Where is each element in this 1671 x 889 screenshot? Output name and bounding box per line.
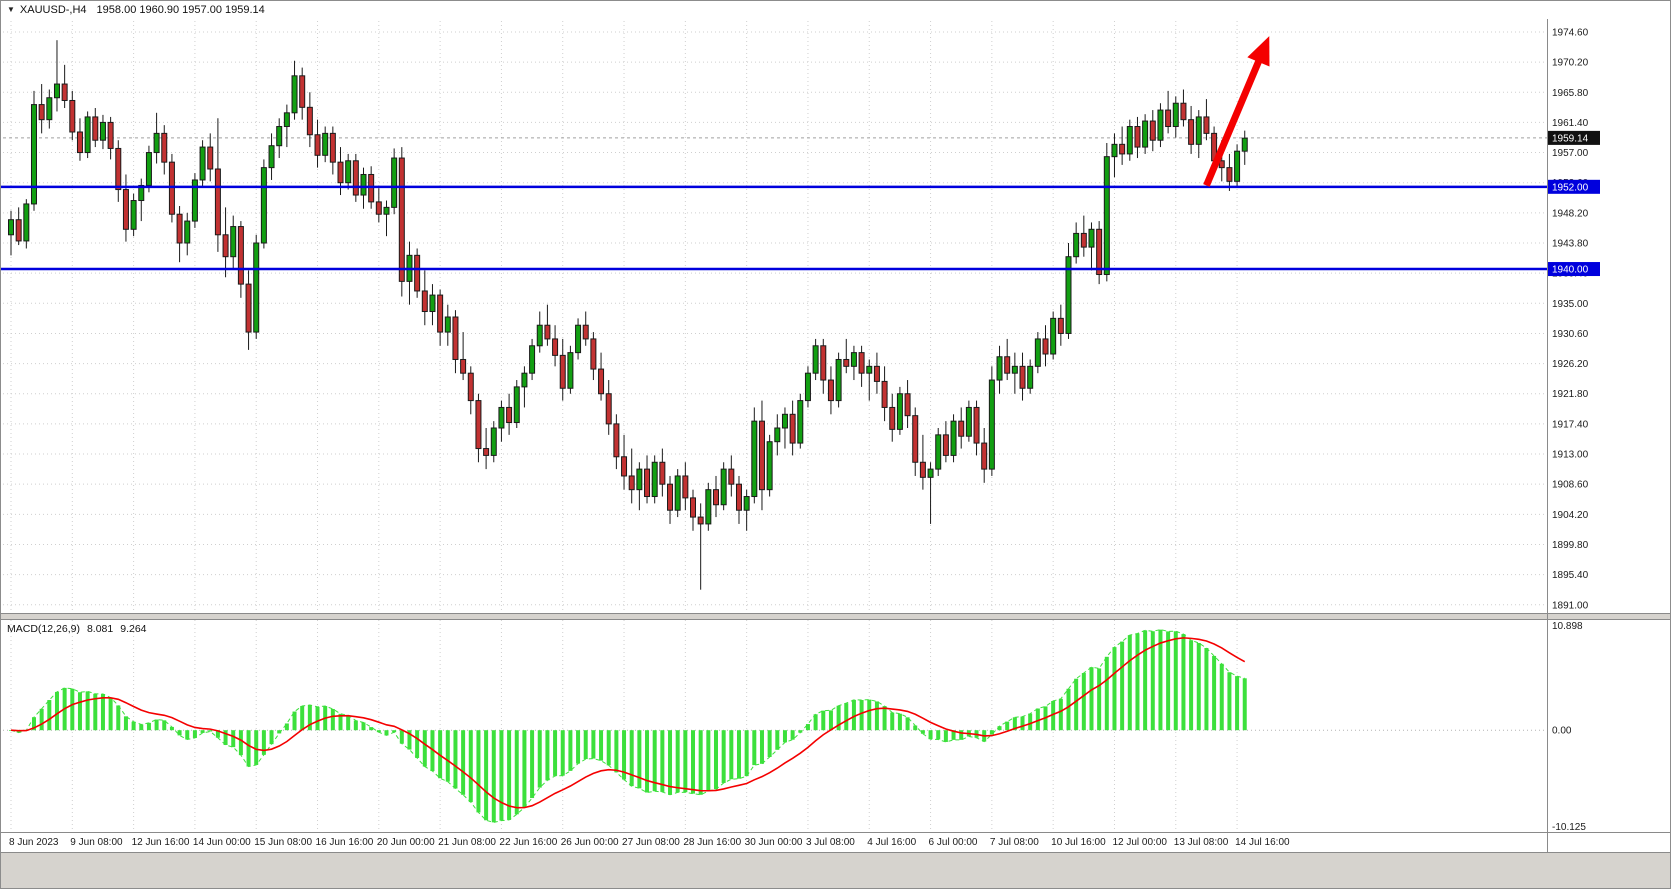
time-tick-label: 14 Jul 16:00 xyxy=(1235,837,1290,848)
time-tick-label: 10 Jul 16:00 xyxy=(1051,837,1106,848)
indicator-label: MACD(12,26,9) 8.081 9.264 xyxy=(7,623,154,635)
ohlc-readout: 1958.00 1960.90 1957.00 1959.14 xyxy=(96,4,265,16)
price-tick-label: 1913.00 xyxy=(1552,450,1589,461)
time-tick-label: 21 Jun 08:00 xyxy=(438,837,496,848)
grid-layer xyxy=(3,21,1547,832)
macd-axis: 10.898 0.00 -10.125 xyxy=(1552,621,1586,833)
time-tick-label: 13 Jul 08:00 xyxy=(1174,837,1229,848)
caption-marker-icon: ▼ xyxy=(7,5,15,14)
symbol-timeframe: XAUUSD-,H4 xyxy=(19,4,87,16)
price-tick-label: 1917.40 xyxy=(1552,419,1589,430)
price-tick-label: 1904.20 xyxy=(1552,510,1589,521)
svg-text:0.00: 0.00 xyxy=(1552,726,1572,737)
price-badge-1940.00 xyxy=(1548,262,1600,277)
time-tick-label: 26 Jun 00:00 xyxy=(561,837,619,848)
price-tick-label: 1895.40 xyxy=(1552,570,1589,581)
indicator-value-main: 8.081 xyxy=(86,623,114,635)
svg-text:10.898: 10.898 xyxy=(1552,621,1583,632)
time-axis: 8 Jun 2023 9 Jun 08:00 12 Jun 16:00 14 Jun … xyxy=(9,837,1290,848)
time-tick-label: 30 Jun 00:00 xyxy=(745,837,803,848)
price-tick-label: 1974.60 xyxy=(1552,27,1589,38)
price-tick-label: 1970.20 xyxy=(1552,58,1589,69)
price-tick-label: 1943.80 xyxy=(1552,239,1589,250)
svg-text:1952.00: 1952.00 xyxy=(1552,182,1589,193)
price-tick-label: 1908.60 xyxy=(1552,480,1589,491)
time-tick-label: 28 Jun 16:00 xyxy=(683,837,741,848)
time-tick-label: 9 Jun 08:00 xyxy=(70,837,123,848)
time-tick-label: 12 Jul 00:00 xyxy=(1112,837,1167,848)
chart-caption: ▼ XAUUSD-,H4 1958.00 1960.90 1957.00 1959.… xyxy=(7,4,265,16)
time-tick-label: 22 Jun 16:00 xyxy=(499,837,557,848)
price-tick-label: 1965.80 xyxy=(1552,88,1589,99)
time-tick-label: 8 Jun 2023 xyxy=(9,837,59,848)
svg-text:-10.125: -10.125 xyxy=(1552,822,1586,833)
price-tick-label: 1957.00 xyxy=(1552,148,1589,159)
current-price-badge: 1959.14 xyxy=(1548,130,1600,145)
price-tick-label: 1899.80 xyxy=(1552,540,1589,551)
time-tick-label: 6 Jul 00:00 xyxy=(929,837,978,848)
svg-text:1959.14: 1959.14 xyxy=(1552,133,1589,144)
svg-text:1940.00: 1940.00 xyxy=(1552,265,1589,276)
price-badge-1952.00 xyxy=(1548,179,1600,194)
trend-arrow[interactable] xyxy=(1203,36,1270,187)
candles-layer xyxy=(8,40,1248,590)
time-tick-label: 4 Jul 16:00 xyxy=(867,837,916,848)
pane-separator[interactable] xyxy=(1,613,1671,620)
window-bottom-strip xyxy=(1,852,1670,888)
indicator-value-signal: 9.264 xyxy=(120,623,147,635)
price-tick-label: 1921.80 xyxy=(1552,389,1589,400)
time-tick-label: 12 Jun 16:00 xyxy=(132,837,190,848)
horizontal-line-1940.00[interactable]: 1940.00 xyxy=(1,262,1600,277)
time-tick-label: 15 Jun 08:00 xyxy=(254,837,312,848)
time-tick-label: 3 Jul 08:00 xyxy=(806,837,855,848)
indicator-name: MACD(12,26,9) xyxy=(7,623,80,635)
time-tick-label: 7 Jul 08:00 xyxy=(990,837,1039,848)
time-tick-label: 14 Jun 00:00 xyxy=(193,837,251,848)
price-tick-label: 1926.20 xyxy=(1552,359,1589,370)
price-tick-label: 1935.00 xyxy=(1552,299,1589,310)
price-axis: 1974.60 1970.20 1965.80 1961.40 1957.00 1952.… xyxy=(1552,27,1589,611)
time-tick-label: 27 Jun 08:00 xyxy=(622,837,680,848)
macd-signal-line xyxy=(10,637,1246,809)
time-tick-label: 20 Jun 00:00 xyxy=(377,837,435,848)
macd-histogram xyxy=(9,629,1247,823)
horizontal-line-1952.00[interactable]: 1952.00 xyxy=(1,179,1600,194)
price-tick-label: 1948.20 xyxy=(1552,208,1589,219)
price-tick-label: 1891.00 xyxy=(1552,600,1589,611)
price-tick-label: 1961.40 xyxy=(1552,118,1589,129)
time-tick-label: 16 Jun 16:00 xyxy=(316,837,374,848)
price-tick-label: 1930.60 xyxy=(1552,329,1589,340)
